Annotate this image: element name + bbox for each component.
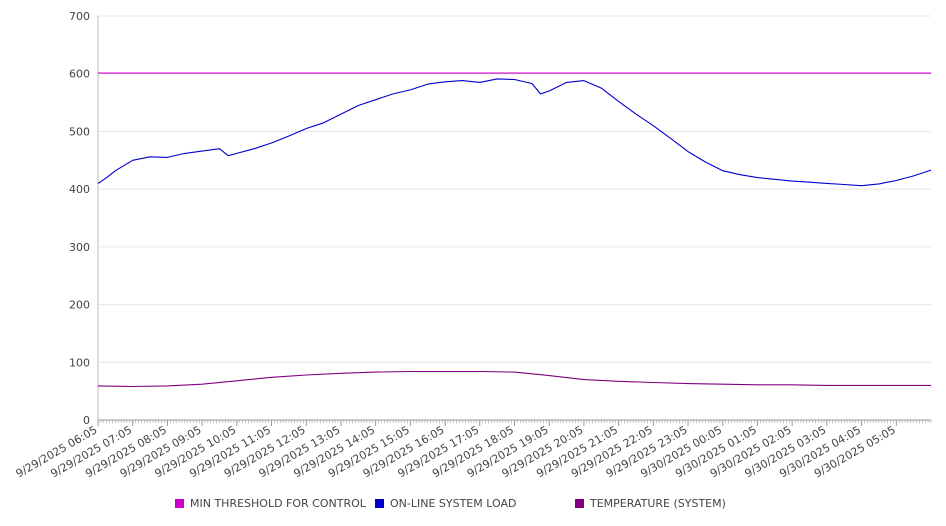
legend: MIN THRESHOLD FOR CONTROL ON-LINE SYSTEM… (0, 497, 946, 515)
legend-swatch-min-threshold (175, 499, 184, 508)
legend-label-system-load: ON-LINE SYSTEM LOAD (390, 497, 517, 510)
series-lines (97, 72, 932, 388)
x-axis-tick-labels: 9/29/2025 06:059/29/2025 07:059/29/2025 … (14, 420, 898, 480)
y-tick-label: 700 (69, 10, 90, 23)
y-tick-label: 0 (83, 414, 90, 427)
y-tick-label: 200 (69, 299, 90, 312)
legend-item-min-threshold: MIN THRESHOLD FOR CONTROL (175, 497, 366, 510)
legend-swatch-system-load (375, 499, 384, 508)
legend-label-temperature: TEMPERATURE (SYSTEM) (590, 497, 726, 510)
y-tick-label: 400 (69, 183, 90, 196)
series-line-system-load (97, 78, 932, 187)
series-line-temperature (97, 370, 931, 388)
y-tick-label: 500 (69, 125, 90, 138)
legend-swatch-temperature (575, 499, 584, 508)
y-axis-tick-labels: 0 100 200 300 400 500 600 700 (69, 10, 90, 427)
y-tick-label: 300 (69, 241, 90, 254)
legend-item-system-load: ON-LINE SYSTEM LOAD (375, 497, 516, 510)
y-tick-label: 100 (69, 356, 90, 369)
y-tick-label: 600 (69, 68, 90, 81)
grid-lines (98, 15, 931, 363)
legend-item-temperature: TEMPERATURE (SYSTEM) (575, 497, 726, 510)
legend-label-min-threshold: MIN THRESHOLD FOR CONTROL (190, 497, 366, 510)
